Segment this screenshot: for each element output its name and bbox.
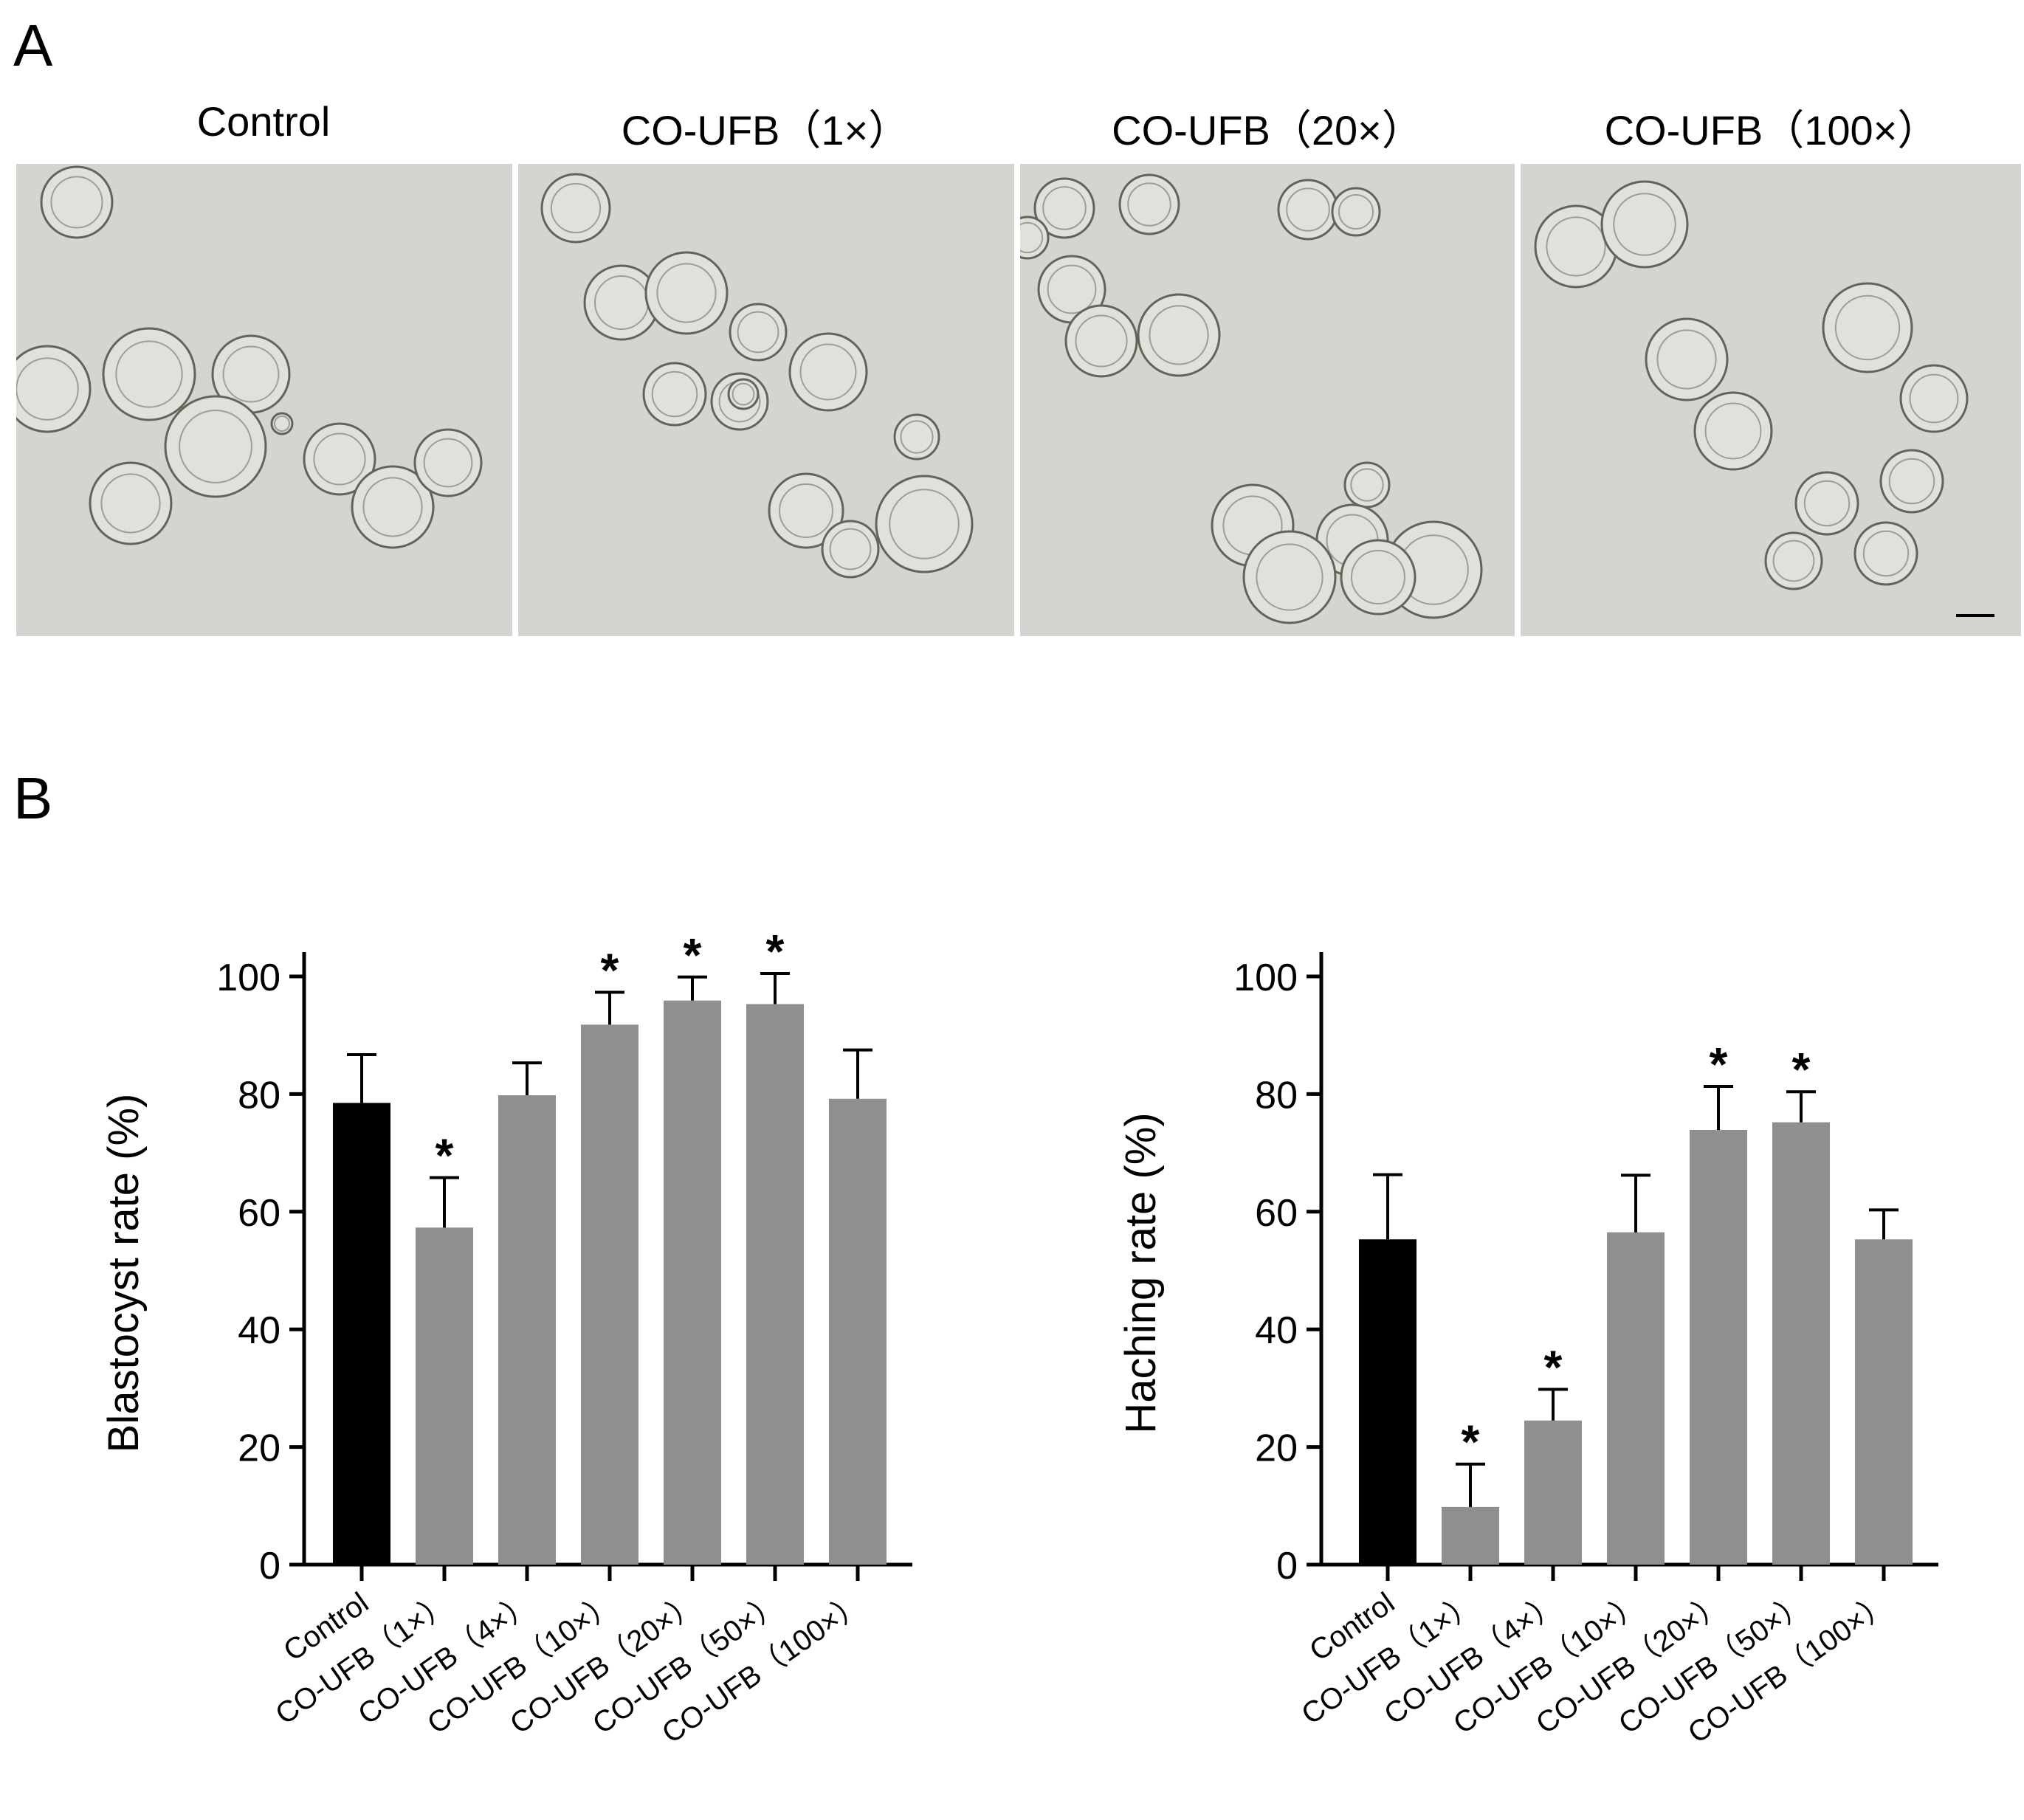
y-tick-label: 60 (238, 1192, 280, 1235)
y-tick-label: 20 (238, 1427, 280, 1470)
panel-a-letter: A (13, 13, 53, 78)
micro-title-1x: CO-UFB（1×） (621, 107, 910, 154)
blastocyst (1020, 216, 1050, 260)
blastocyst (16, 345, 92, 433)
micro-title-100x: CO-UFB（100×） (1604, 107, 1939, 154)
blastocyst-inner (1803, 480, 1851, 527)
significance-marker: * (601, 944, 619, 997)
micro-title-control: Control (196, 98, 331, 145)
blastocyst-inner (100, 473, 161, 534)
y-tick-label: 60 (1255, 1192, 1298, 1235)
y-tick-label: 100 (1233, 956, 1298, 999)
blastocyst-inner (1862, 530, 1910, 577)
blastocyst-inner (1256, 543, 1323, 611)
blastocyst-inner (900, 420, 934, 454)
y-axis-label: Blastocyst rate (%) (100, 1094, 148, 1453)
blastocyst-inner (737, 311, 779, 354)
bar (416, 1227, 473, 1565)
significance-marker: * (1792, 1043, 1811, 1096)
blastocyst-inner (799, 343, 857, 401)
blastocyst-inner (779, 483, 833, 538)
bar (581, 1024, 638, 1565)
scale-bar (1956, 614, 1994, 617)
blastocyst-inner (115, 340, 183, 408)
bar (1772, 1122, 1830, 1565)
bar (1524, 1420, 1582, 1565)
blastocyst-inner (1149, 305, 1209, 365)
significance-marker: * (1462, 1416, 1480, 1469)
blastocyst-inner (1704, 402, 1762, 460)
blastocyst-inner (1338, 193, 1374, 230)
blastocyst-inner (732, 382, 755, 406)
blastocyst-inner (1772, 540, 1815, 582)
blastocyst-inner (1834, 294, 1901, 361)
micro-image-100x (1521, 164, 2021, 636)
blastocyst-inner (1888, 458, 1935, 505)
micro-image-control (16, 164, 512, 636)
blastocyst-inner (1351, 550, 1405, 604)
blastocyst-inner (179, 410, 252, 483)
blastocyst-inner (889, 489, 960, 559)
blastocyst-inner (1909, 373, 1959, 424)
y-tick-label: 80 (238, 1074, 280, 1117)
bar (333, 1103, 390, 1565)
blastocyst-inner (1350, 468, 1384, 502)
y-tick-label: 40 (238, 1309, 280, 1352)
blastocyst-inner (651, 370, 698, 418)
blastocyst-inner (829, 528, 872, 571)
y-tick-label: 0 (1276, 1545, 1298, 1588)
y-tick-label: 20 (1255, 1427, 1298, 1470)
y-tick-label: 0 (259, 1545, 280, 1588)
micro-image-20x (1020, 164, 1515, 636)
bar (1855, 1239, 1913, 1565)
blastocyst-inner (550, 182, 602, 234)
blastocyst-inner (1613, 193, 1676, 256)
bar (1359, 1239, 1417, 1565)
blastocyst-inner (423, 438, 473, 488)
y-tick-label: 100 (216, 956, 280, 999)
significance-marker: * (1544, 1340, 1563, 1393)
panel-b-letter: B (13, 765, 53, 831)
bar (498, 1095, 556, 1565)
blastocyst-inner (273, 415, 291, 432)
significance-marker: * (766, 925, 785, 978)
micro-image-1x (518, 164, 1014, 636)
micro-title-20x: CO-UFB（20×） (1112, 107, 1423, 154)
blastocyst-inner (1075, 314, 1128, 368)
blastocyst-inner (1047, 264, 1097, 314)
blastocyst-inner (1286, 187, 1330, 232)
bar (829, 1098, 887, 1565)
blastocyst-inner (50, 176, 103, 229)
bar (746, 1004, 804, 1565)
blastocyst-inner (1020, 221, 1044, 254)
blastocyst-inner (222, 345, 280, 403)
significance-marker: * (1710, 1038, 1728, 1091)
significance-marker: * (684, 928, 702, 982)
blastocyst-inner (656, 263, 717, 323)
bar (1442, 1506, 1499, 1565)
blastocyst-inner (1127, 182, 1171, 227)
blastocyst-inner (1546, 216, 1606, 277)
y-axis-label: Haching rate (%) (1117, 1112, 1165, 1433)
bar (1690, 1130, 1747, 1565)
blastocyst-inner (313, 432, 366, 486)
bar (664, 1000, 721, 1565)
blastocyst-inner (362, 477, 423, 537)
y-tick-label: 80 (1255, 1074, 1298, 1117)
bar (1607, 1232, 1665, 1565)
blastocyst-inner (16, 357, 79, 421)
blastocyst-inner (1042, 186, 1087, 230)
significance-marker: * (436, 1129, 454, 1182)
blastocyst-inner (1656, 329, 1717, 390)
y-tick-label: 40 (1255, 1309, 1298, 1352)
